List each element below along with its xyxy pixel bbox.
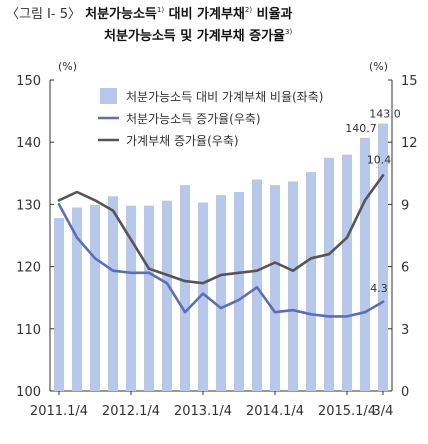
bar bbox=[143, 205, 155, 391]
x-tick-label: 2011.1/4 bbox=[30, 404, 88, 419]
right-tick-label: 3 bbox=[401, 323, 409, 338]
bar bbox=[161, 200, 173, 391]
bar bbox=[215, 195, 227, 391]
bar bbox=[89, 205, 101, 391]
left-tick-label: 140 bbox=[16, 136, 41, 151]
left-tick-label: 130 bbox=[16, 198, 41, 213]
data-label-bar-last: 143.0 bbox=[369, 108, 401, 121]
left-tick-label: 150 bbox=[16, 74, 41, 89]
data-label-bar-prev: 140.7 bbox=[345, 122, 377, 135]
right-tick-label: 0 bbox=[401, 385, 409, 400]
bar-series bbox=[53, 123, 389, 391]
footnote-2: 2) bbox=[244, 5, 253, 14]
bar bbox=[107, 196, 119, 391]
bar bbox=[341, 154, 353, 391]
x-tick-label: 2013.1/4 bbox=[174, 404, 232, 419]
footnote-3: 3) bbox=[285, 27, 293, 36]
title-line-2: 처분가능소득 및 가계부채 증가율3) bbox=[104, 25, 292, 44]
left-tick-label: 110 bbox=[16, 323, 41, 338]
title-part-3: 비율과 bbox=[252, 7, 293, 22]
legend: 처분가능소득 대비 가계부채 비율(좌축) 처분가능소득 증가율(우축) 가계부채 … bbox=[98, 88, 323, 148]
right-tick-label: 12 bbox=[401, 136, 418, 151]
bar bbox=[323, 157, 335, 391]
x-tick-label: 3/4 bbox=[373, 404, 394, 419]
legend-label: 가계부채 증가율(우축) bbox=[126, 134, 239, 148]
footnote-1: 1) bbox=[156, 5, 165, 14]
x-tick-label: 2012.1/4 bbox=[102, 404, 160, 419]
data-label-income-growth: 4.3 bbox=[370, 282, 388, 295]
bar bbox=[359, 137, 371, 391]
bar bbox=[71, 207, 83, 391]
bar bbox=[197, 202, 209, 391]
bar bbox=[305, 172, 317, 391]
legend-swatch-bar bbox=[100, 88, 117, 104]
legend-label: 처분가능소득 대비 가계부채 비율(좌축) bbox=[126, 90, 323, 104]
bar bbox=[377, 123, 389, 391]
bar bbox=[269, 185, 281, 391]
title-part-2: 대비 가계부채 bbox=[164, 7, 245, 22]
right-tick-label: 9 bbox=[401, 198, 409, 213]
line-series bbox=[57, 174, 385, 318]
right-tick-label: 6 bbox=[401, 261, 409, 276]
title-part-1: 처분가능소득 bbox=[85, 7, 157, 22]
right-tick-label: 15 bbox=[401, 74, 418, 89]
debt-growth-line bbox=[57, 174, 385, 285]
bar bbox=[53, 218, 65, 391]
left-axis-unit: (%) bbox=[58, 60, 77, 73]
title-line-1: 〈그림 Ⅰ- 5〉 처분가능소득1) 대비 가계부채2) 비율과 bbox=[6, 3, 292, 22]
income-growth-line bbox=[57, 203, 385, 318]
bar bbox=[287, 181, 299, 391]
legend-label: 처분가능소득 증가율(우축) bbox=[126, 112, 261, 126]
x-tick-label: 2014.1/4 bbox=[246, 404, 304, 419]
left-tick-label: 120 bbox=[16, 261, 41, 276]
bar bbox=[233, 191, 245, 391]
figure-number: 〈그림 Ⅰ- 5〉 bbox=[6, 7, 81, 22]
left-tick-label: 100 bbox=[16, 385, 41, 400]
axes: 100 110 120 130 140 150 0 3 6 9 12 15 (%) (%) 2011.1/4… bbox=[16, 60, 417, 419]
title-part-4: 처분가능소득 및 가계부채 증가율 bbox=[104, 29, 286, 44]
right-axis-unit: (%) bbox=[369, 60, 388, 73]
bar bbox=[179, 185, 191, 391]
x-tick-label: 2015.1/4 bbox=[318, 404, 376, 419]
data-label-debt-growth: 10.4 bbox=[367, 153, 392, 166]
bar bbox=[251, 179, 263, 391]
bar bbox=[125, 205, 137, 391]
